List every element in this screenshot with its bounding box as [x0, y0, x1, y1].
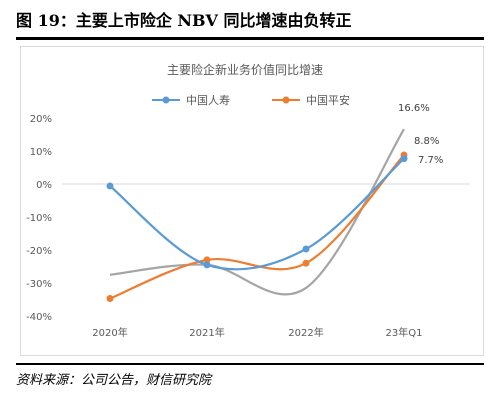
y-tick-label: -10% [26, 213, 52, 224]
legend-label: 中国人寿 [186, 93, 230, 107]
x-tick-label: 2020年 [92, 326, 127, 339]
data-label: 7.7% [418, 155, 443, 166]
source-note: 资料来源：公司公告，财信研究院 [16, 373, 212, 388]
data-point [203, 256, 211, 264]
x-tick-label: 2022年 [288, 326, 323, 339]
legend-label: 中国平安 [306, 93, 350, 107]
series-line-中国平安 [109, 154, 405, 300]
x-tick-label: 23年Q1 [386, 326, 423, 339]
x-tick-label: 2021年 [189, 326, 224, 339]
data-point [302, 245, 310, 253]
legend-swatch-marker [162, 96, 170, 104]
series-line-中国人寿 [109, 157, 405, 271]
y-tick-label: -30% [26, 279, 52, 290]
y-tick-label: 10% [30, 147, 52, 158]
y-tick-label: -20% [26, 246, 52, 257]
legend-swatch-marker [282, 96, 290, 104]
data-point [203, 261, 211, 269]
data-point [106, 295, 114, 303]
y-tick-label: 20% [30, 114, 52, 125]
title-rule [16, 37, 484, 40]
data-label: 16.6% [398, 103, 430, 114]
figure-title: 图 19：主要上市险企 NBV 同比增速由负转正 [16, 11, 352, 30]
y-tick-label: 0% [36, 180, 52, 191]
chart-title: 主要险企新业务价值同比增速 [167, 62, 323, 77]
y-tick-label: -40% [26, 312, 52, 323]
data-point [302, 259, 310, 267]
chart-frame [20, 46, 484, 356]
data-point [106, 182, 114, 190]
source-rule [16, 363, 484, 365]
data-point [400, 155, 408, 163]
data-label: 8.8% [414, 136, 439, 147]
